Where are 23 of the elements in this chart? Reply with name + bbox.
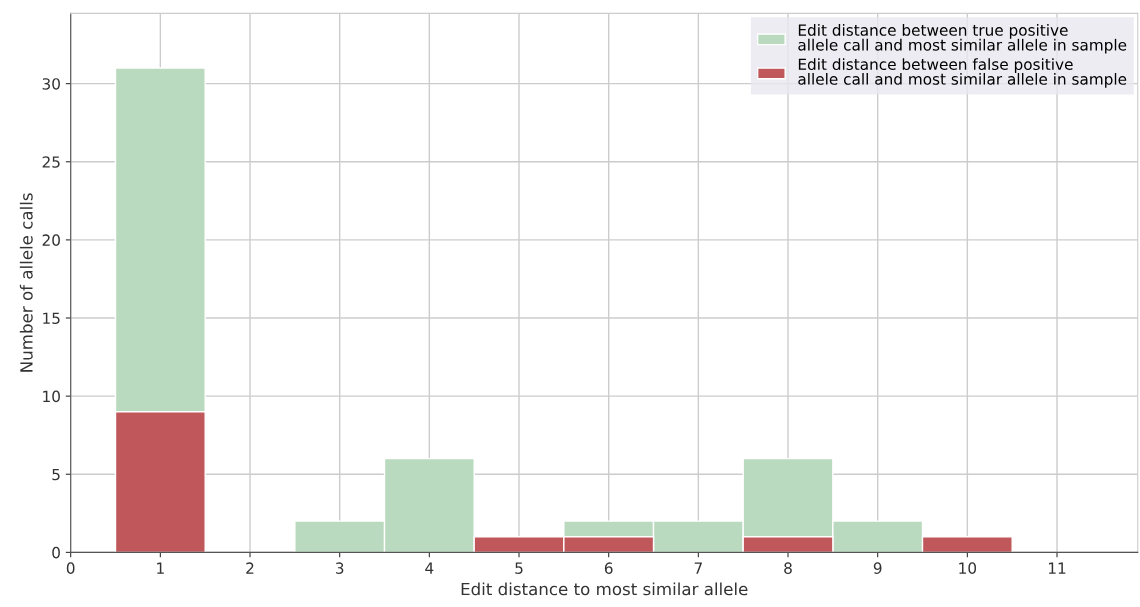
x-tick-label: 5 [515, 562, 523, 574]
y-tick-label: 20 [42, 234, 60, 246]
x-tick-label: 9 [873, 562, 882, 574]
x-tick-label: 10 [959, 562, 977, 574]
y-axis-title: Number of allele calls [19, 193, 33, 372]
x-tick-label: 8 [784, 562, 792, 574]
x-axis-title: Edit distance to most similar allele [461, 582, 748, 596]
x-tick-label: 1 [157, 562, 164, 574]
y-tick-label: 0 [52, 546, 60, 559]
x-tick-label: 2 [246, 562, 254, 574]
legend-label: Edit distance between true positive allele call and most similar allele in sample [798, 24, 1127, 54]
y-tick-label: 15 [43, 312, 60, 325]
x-tick-label: 11 [1048, 562, 1066, 574]
x-tick-label: 7 [694, 562, 702, 574]
y-tick-label: 5 [52, 468, 60, 481]
x-tick-label: 0 [66, 562, 75, 574]
y-tick-label: 30 [42, 78, 60, 90]
x-tick-label: 4 [425, 562, 434, 574]
y-tick-label: 25 [42, 156, 60, 168]
x-tick-label: 3 [335, 562, 344, 574]
legend-label: Edit distance between false positive allele call and most similar allele in sample [798, 58, 1127, 88]
y-tick-label: 10 [43, 390, 60, 403]
x-tick-label: 6 [604, 562, 613, 574]
